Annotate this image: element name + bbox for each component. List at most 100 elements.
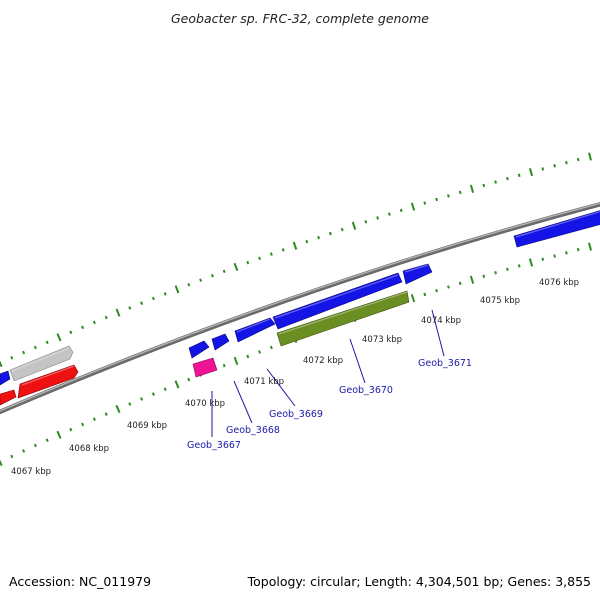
- major-tick: [469, 184, 475, 193]
- inner-tick-ring: [0, 242, 592, 467]
- minor-tick: [482, 274, 486, 278]
- minor-tick: [33, 345, 37, 350]
- minor-tick: [305, 239, 309, 244]
- minor-tick: [387, 212, 391, 216]
- minor-tick: [222, 269, 226, 274]
- minor-tick: [92, 320, 96, 325]
- minor-tick: [246, 260, 250, 265]
- scale-label: 4067 kbp: [11, 467, 51, 477]
- gene-feature-blue[interactable]: [513, 210, 600, 248]
- gene-feature-blue[interactable]: [0, 370, 11, 386]
- minor-tick: [140, 397, 144, 401]
- major-tick: [174, 285, 180, 294]
- minor-tick: [104, 315, 108, 320]
- gene-feature-red[interactable]: [0, 389, 17, 406]
- gene-feature-blue[interactable]: [188, 340, 210, 359]
- minor-tick: [140, 301, 144, 305]
- minor-tick: [163, 387, 167, 391]
- minor-tick: [423, 201, 427, 205]
- minor-tick: [458, 281, 462, 286]
- minor-tick: [10, 454, 14, 459]
- minor-tick: [553, 164, 556, 168]
- minor-tick: [210, 273, 214, 278]
- gene-feature-blue[interactable]: [272, 272, 403, 330]
- gene-feature-green[interactable]: [276, 290, 410, 347]
- minor-tick: [22, 449, 26, 453]
- minor-tick: [69, 427, 73, 432]
- minor-tick: [435, 288, 439, 293]
- minor-tick: [541, 257, 545, 261]
- gene-feature-pink[interactable]: [192, 357, 218, 378]
- minor-tick: [10, 355, 14, 360]
- genome-stats-text: Topology: circular; Length: 4,304,501 bp…: [247, 574, 591, 589]
- gene-label-geob-3671[interactable]: Geob_3671: [418, 358, 472, 369]
- minor-tick: [151, 296, 155, 301]
- major-tick: [0, 459, 3, 467]
- major-tick: [292, 241, 298, 250]
- minor-tick: [269, 345, 273, 350]
- minor-tick: [482, 183, 486, 188]
- gene-feature-blue[interactable]: [402, 263, 433, 285]
- major-tick: [351, 221, 357, 230]
- minor-tick: [494, 271, 497, 275]
- minor-tick: [69, 330, 73, 335]
- minor-tick: [258, 256, 262, 261]
- minor-tick: [269, 252, 273, 256]
- minor-tick: [447, 194, 450, 198]
- minor-tick: [576, 157, 580, 162]
- minor-tick: [151, 392, 155, 396]
- major-tick: [528, 168, 534, 177]
- minor-tick: [258, 350, 262, 354]
- minor-tick: [45, 340, 49, 345]
- minor-tick: [576, 247, 580, 252]
- minor-tick: [399, 208, 403, 213]
- minor-tick: [340, 227, 344, 232]
- minor-tick: [163, 292, 167, 296]
- minor-tick: [328, 231, 332, 236]
- gene-label-geob-3668[interactable]: Geob_3668: [226, 425, 280, 436]
- major-tick: [233, 262, 239, 272]
- minor-tick: [33, 443, 37, 448]
- minor-tick: [435, 197, 438, 202]
- gene-label-geob-3669[interactable]: Geob_3669: [269, 409, 323, 420]
- gene-feature-gray[interactable]: [9, 345, 74, 382]
- scale-label: 4076 kbp: [539, 278, 579, 288]
- scale-label: 4071 kbp: [244, 377, 284, 387]
- minor-tick: [104, 412, 108, 416]
- major-tick: [56, 333, 62, 342]
- minor-tick: [281, 248, 285, 252]
- major-tick: [0, 360, 3, 368]
- major-tick: [115, 404, 121, 414]
- minor-tick: [506, 267, 509, 271]
- minor-tick: [565, 160, 568, 165]
- gene-feature-blue[interactable]: [211, 333, 230, 351]
- scale-label: 4069 kbp: [127, 421, 167, 431]
- minor-tick: [92, 417, 96, 421]
- gene-feature-red[interactable]: [17, 364, 79, 399]
- minor-tick: [553, 254, 556, 258]
- minor-tick: [45, 438, 49, 442]
- gene-feature-blue[interactable]: [234, 317, 276, 343]
- accession-text: Accession: NC_011979: [9, 574, 151, 589]
- minor-tick: [246, 354, 250, 359]
- major-tick: [410, 294, 416, 303]
- scale-label: 4073 kbp: [362, 335, 402, 345]
- major-tick: [115, 308, 121, 317]
- minor-tick: [128, 306, 132, 310]
- minor-tick: [199, 278, 203, 282]
- gene-label-lines: [211, 309, 445, 437]
- scale-labels: 4067 kbp 4068 kbp 4069 kbp 4070 kbp 4071…: [11, 278, 579, 477]
- major-tick: [233, 356, 239, 366]
- minor-tick: [317, 235, 321, 240]
- minor-tick: [458, 190, 462, 195]
- gene-label-geob-3667[interactable]: Geob_3667: [187, 440, 241, 451]
- minor-tick: [541, 167, 545, 171]
- gene-labels: Geob_3667 Geob_3668 Geob_3669 Geob_3670 …: [187, 358, 472, 451]
- major-tick: [469, 275, 475, 284]
- minor-tick: [81, 325, 85, 330]
- minor-tick: [494, 180, 497, 184]
- minor-tick: [22, 350, 26, 355]
- gene-label-geob-3670[interactable]: Geob_3670: [339, 385, 393, 396]
- scale-label: 4068 kbp: [69, 444, 109, 454]
